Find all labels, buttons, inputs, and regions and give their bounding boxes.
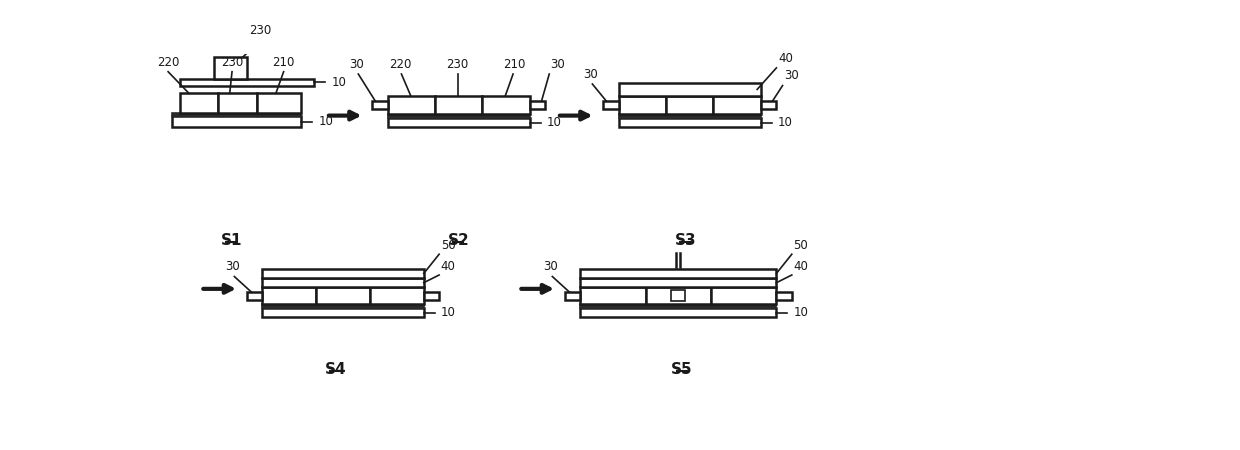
Text: S4: S4	[325, 362, 346, 377]
Bar	[172, 113, 301, 117]
Text: 210: 210	[503, 58, 526, 71]
Bar	[215, 57, 247, 79]
Bar	[218, 93, 257, 113]
Text: 230: 230	[446, 58, 469, 71]
Bar	[262, 287, 316, 304]
Bar	[316, 287, 370, 304]
Bar	[372, 101, 388, 108]
Bar	[619, 95, 666, 114]
Bar	[529, 101, 546, 108]
Bar	[262, 304, 424, 308]
Text: S5: S5	[671, 362, 692, 377]
Text: 40: 40	[794, 261, 808, 274]
Text: 30: 30	[551, 58, 564, 71]
Bar	[262, 308, 424, 317]
Bar	[711, 287, 776, 304]
Text: 30: 30	[350, 58, 365, 71]
Bar	[646, 287, 711, 304]
Text: S2: S2	[448, 233, 469, 248]
Bar	[180, 93, 218, 113]
Bar	[172, 117, 301, 127]
Bar	[481, 95, 529, 114]
Text: 10: 10	[547, 116, 562, 129]
Text: 40: 40	[440, 261, 455, 274]
Bar	[262, 269, 424, 278]
Text: 220: 220	[157, 56, 180, 69]
Text: 10: 10	[777, 116, 792, 129]
Bar	[388, 95, 434, 114]
Text: S3: S3	[675, 233, 697, 248]
Bar	[564, 292, 580, 300]
Bar	[388, 118, 529, 127]
Text: 10: 10	[319, 115, 334, 128]
Text: 30: 30	[226, 261, 241, 274]
Text: S1: S1	[221, 233, 242, 248]
Text: 30: 30	[543, 261, 558, 274]
Bar	[671, 290, 684, 301]
Bar	[180, 79, 315, 86]
Text: 40: 40	[777, 52, 792, 65]
Text: 230: 230	[249, 24, 272, 37]
Bar	[776, 292, 792, 300]
Bar	[262, 278, 424, 287]
Bar	[434, 95, 481, 114]
Bar	[388, 114, 529, 118]
Bar	[580, 304, 776, 308]
Bar	[619, 118, 761, 127]
Bar	[619, 114, 761, 118]
Bar	[603, 101, 619, 108]
Bar	[424, 292, 439, 300]
Bar	[619, 83, 761, 95]
Bar	[580, 269, 776, 278]
Text: 230: 230	[221, 56, 243, 69]
Text: 220: 220	[388, 58, 412, 71]
Text: 30: 30	[584, 68, 598, 81]
Bar	[580, 278, 776, 287]
Text: 30: 30	[784, 69, 799, 82]
Bar	[666, 95, 713, 114]
Text: 10: 10	[794, 306, 808, 319]
Text: 210: 210	[273, 56, 295, 69]
Bar	[247, 292, 262, 300]
Text: 10: 10	[440, 306, 455, 319]
Bar	[257, 93, 301, 113]
Text: 50: 50	[440, 239, 455, 252]
Text: 10: 10	[331, 76, 346, 89]
Bar	[580, 308, 776, 317]
Bar	[370, 287, 424, 304]
Bar	[580, 287, 646, 304]
Bar	[713, 95, 761, 114]
Text: 50: 50	[794, 239, 808, 252]
Bar	[761, 101, 776, 108]
